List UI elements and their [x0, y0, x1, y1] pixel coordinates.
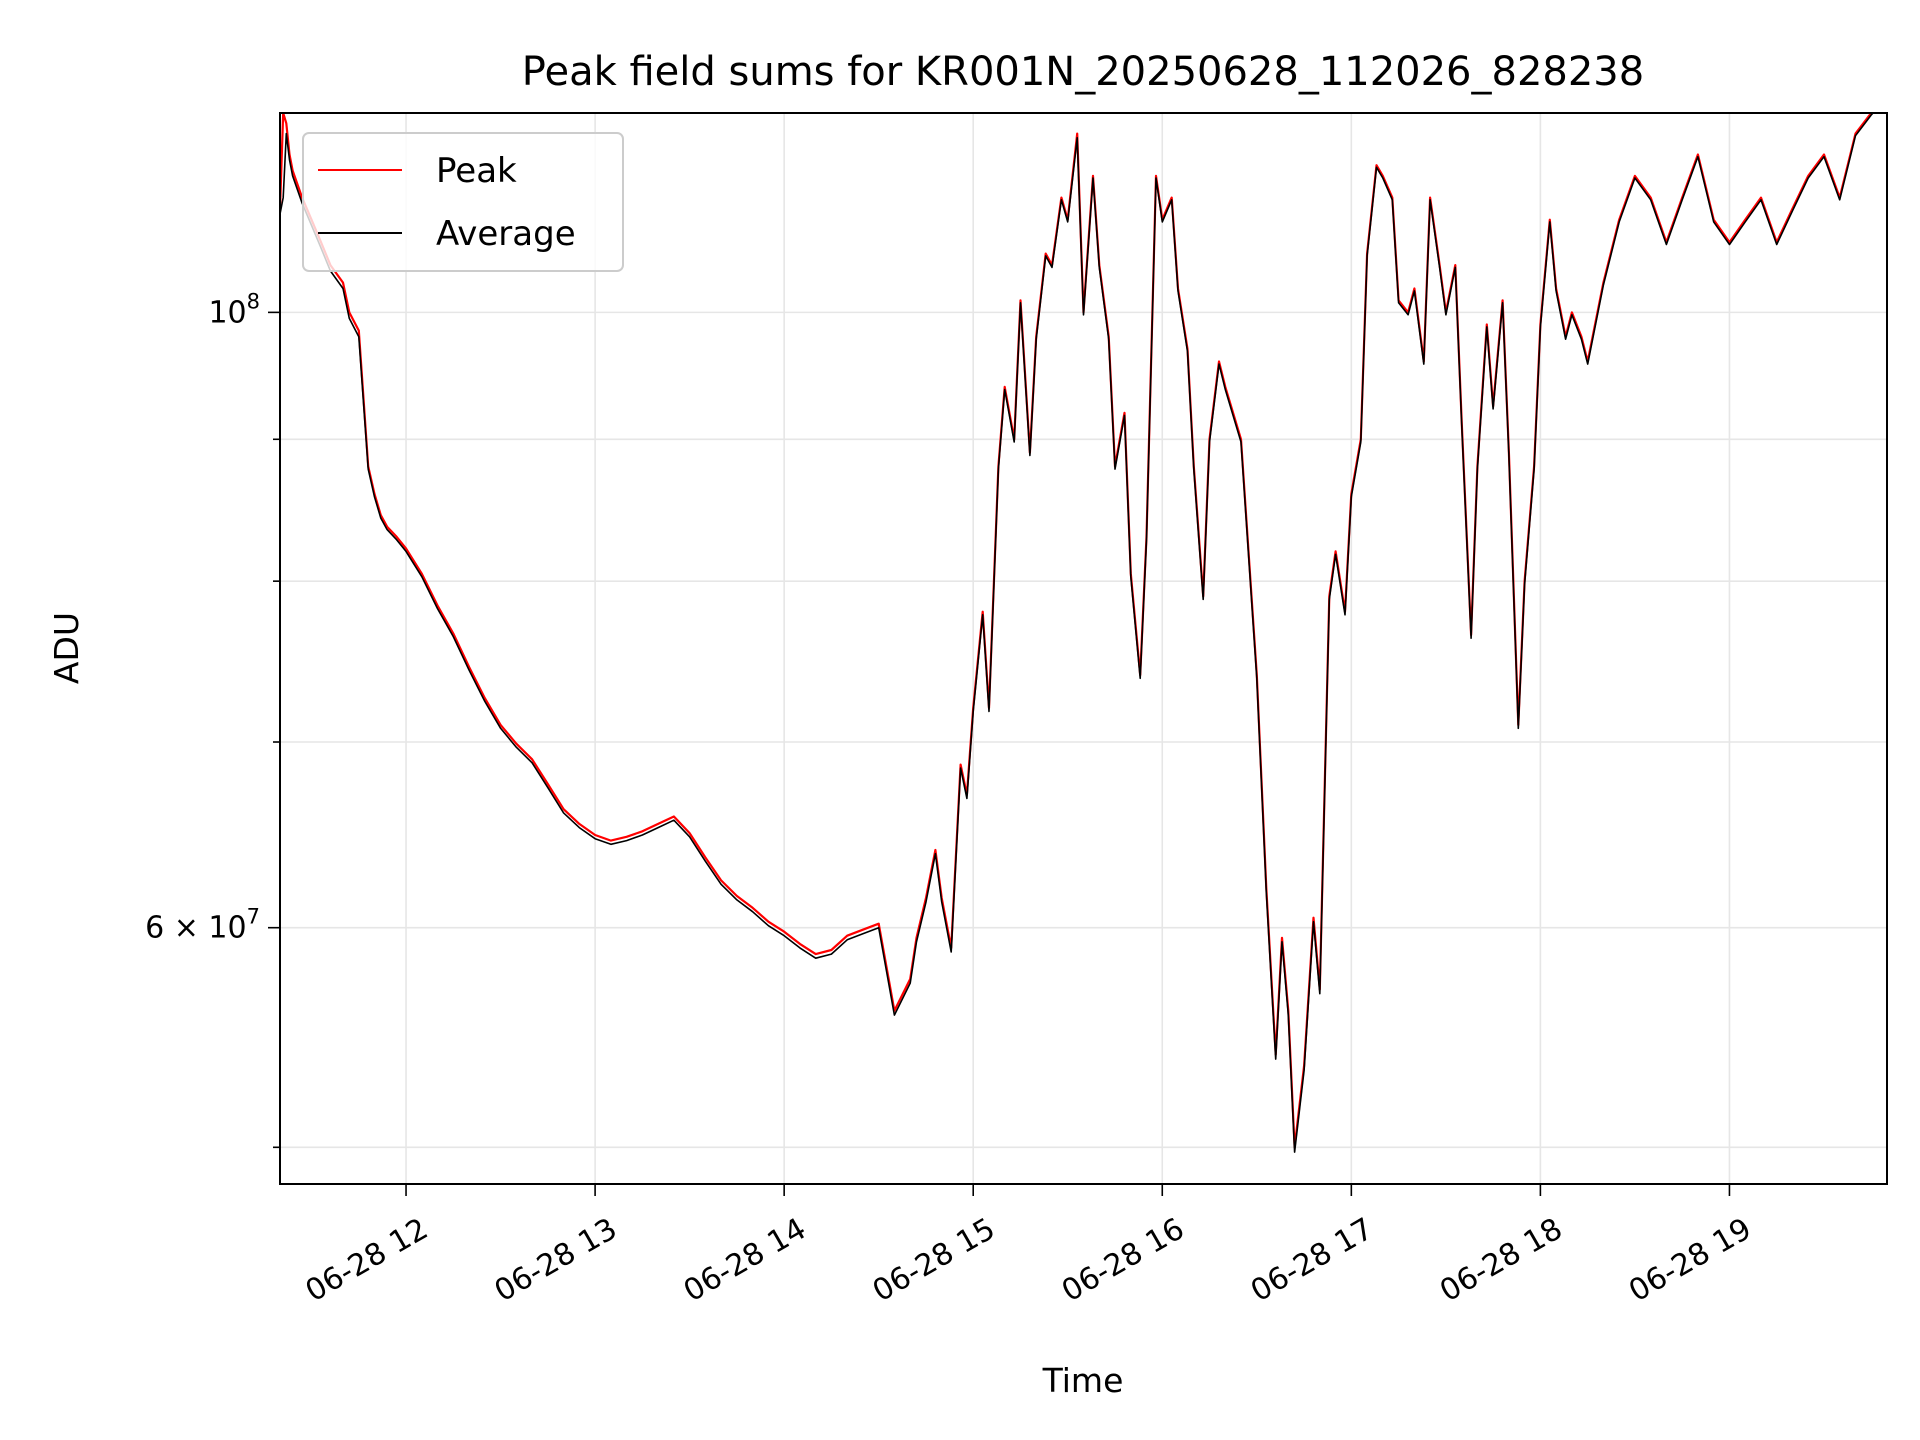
- y-axis: 108 6 × 107: [145, 289, 280, 1149]
- y-tick-label: 6 × 107: [145, 905, 260, 946]
- plot-frame: [279, 112, 1888, 1185]
- legend-label-average: Average: [436, 214, 576, 254]
- legend-label-peak: Peak: [436, 151, 517, 191]
- series-layer: [280, 113, 1875, 1153]
- legend: Peak Average: [302, 132, 624, 272]
- x-axis-label: Time: [1042, 1361, 1124, 1400]
- series-line-average: [280, 113, 1875, 1153]
- chart-title: Peak field sums for KR001N_20250628_1120…: [522, 49, 1644, 95]
- grid: [280, 113, 1887, 1184]
- y-axis-label: ADU: [47, 612, 86, 684]
- legend-box: [302, 132, 624, 272]
- y-tick-label: 108: [208, 289, 260, 330]
